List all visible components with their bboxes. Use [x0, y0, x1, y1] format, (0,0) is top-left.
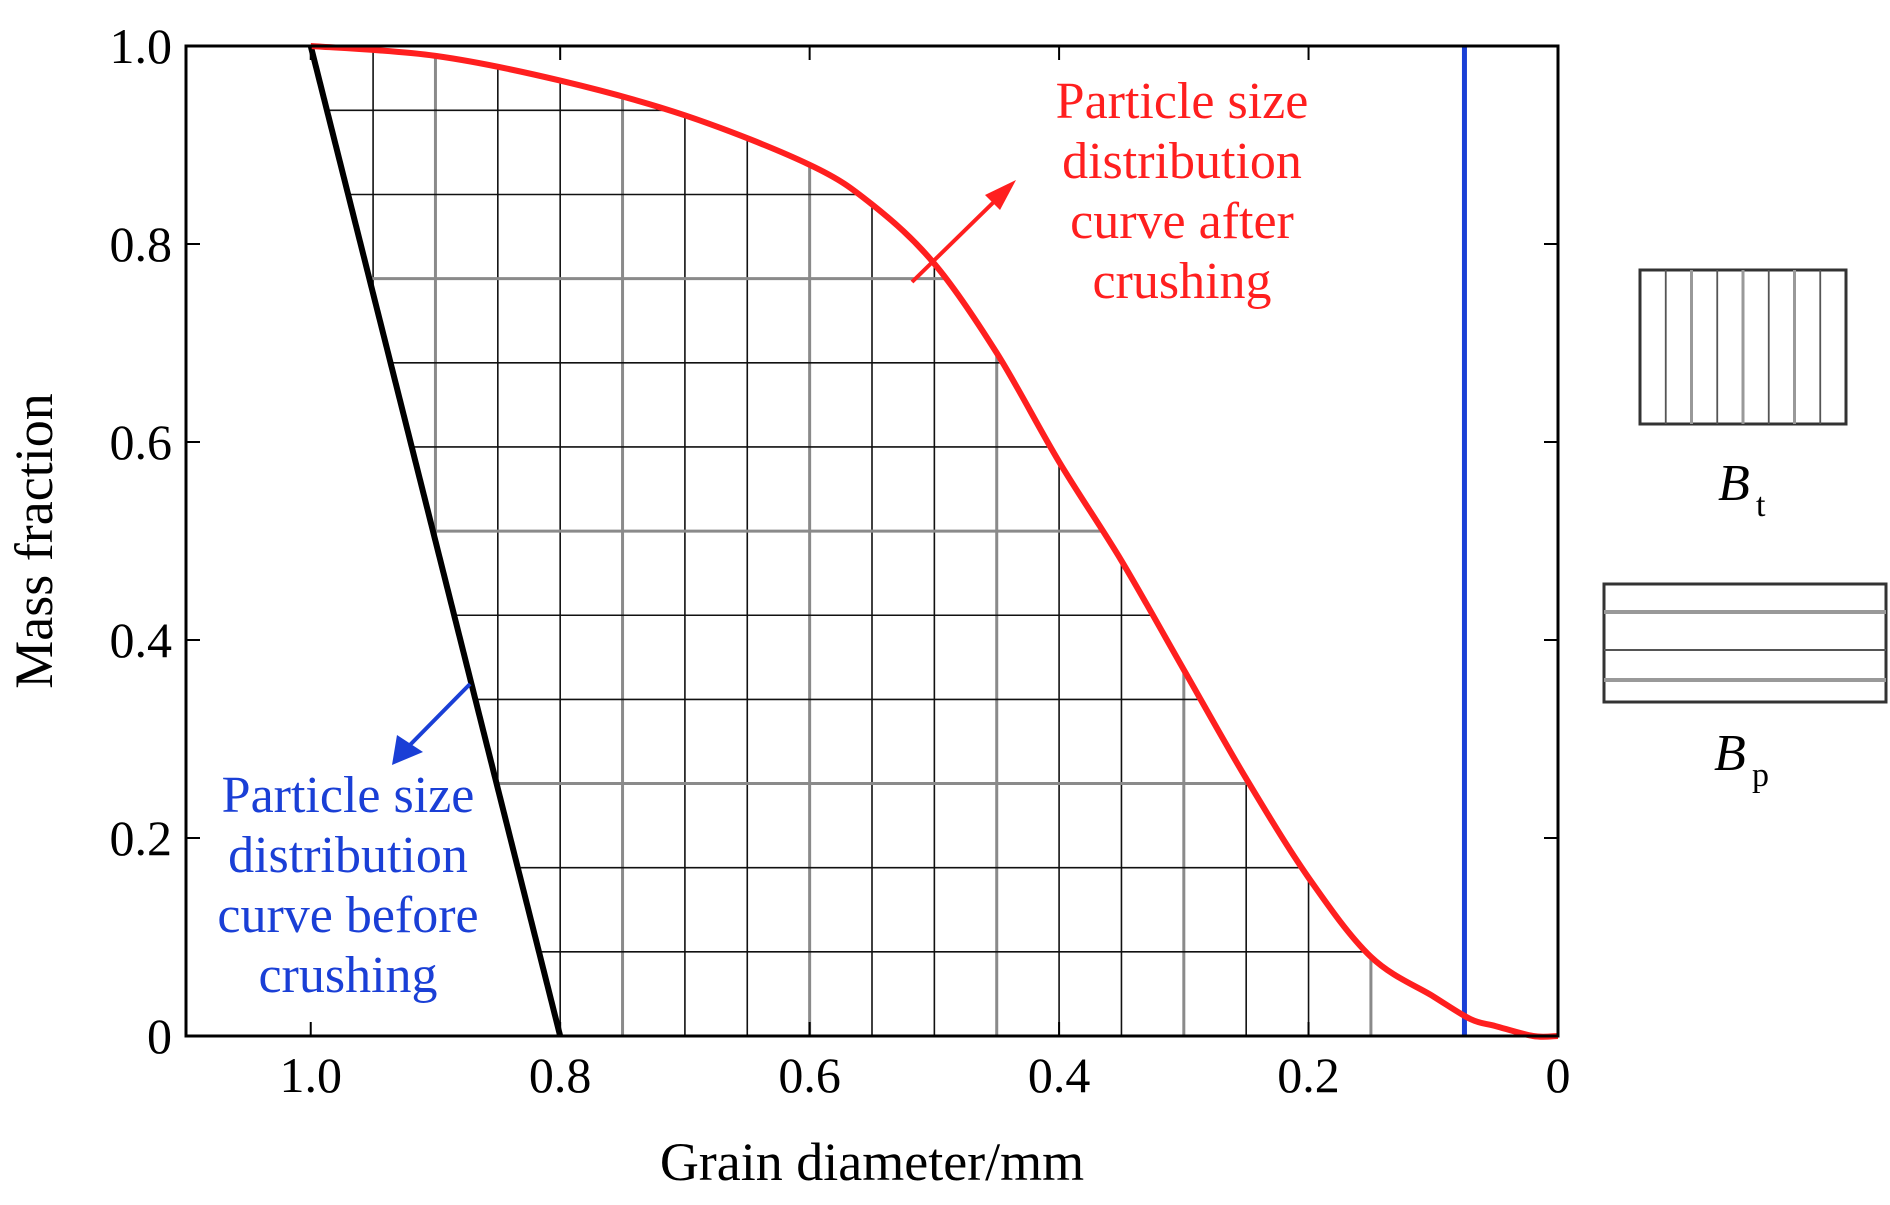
annotation-after-line: distribution [1062, 133, 1302, 190]
x-tick-label: 0.8 [529, 1047, 592, 1103]
y-tick-label: 0.2 [110, 810, 173, 866]
legend-subscript-bt: t [1756, 487, 1766, 524]
x-tick-label: 0.2 [1277, 1047, 1340, 1103]
annotation-before-arrow [403, 682, 472, 752]
y-tick-label: 0.6 [110, 414, 173, 470]
annotation-before-arrowhead [392, 735, 423, 765]
annotation-before-line: distribution [228, 827, 468, 884]
annotation-before-line: curve before [217, 887, 478, 944]
annotation-after-arrowhead [985, 180, 1016, 210]
x-tick-label: 0.4 [1028, 1047, 1091, 1103]
breakage-hatch-region [326, 50, 1373, 1036]
y-tick-label: 0.4 [110, 612, 173, 668]
annotation-after-line: crushing [1092, 253, 1271, 310]
legend-subscript-bp: p [1752, 757, 1769, 794]
y-axis-title: Mass fraction [4, 393, 64, 688]
series-line-before-crushing [307, 45, 564, 1037]
annotation-after-line: curve after [1070, 193, 1294, 250]
legend-label-bt: B [1718, 455, 1750, 512]
x-axis-title: Grain diameter/mm [660, 1132, 1084, 1192]
series-layer [307, 43, 1559, 1040]
y-tick-label: 1.0 [110, 18, 173, 74]
annotation-before-line: crushing [258, 947, 437, 1004]
plot-frame [184, 44, 1560, 1038]
x-tick-label: 1.0 [279, 1047, 342, 1103]
axis-ticks [186, 45, 1559, 1037]
annotation-after-line: Particle size [1056, 73, 1309, 130]
y-tick-label: 0.8 [110, 216, 173, 272]
legend-label-bp: B [1714, 725, 1746, 782]
annotation-after-arrow [910, 191, 1005, 284]
x-tick-label: 0.6 [778, 1047, 841, 1103]
x-tick-label: 0 [1546, 1047, 1571, 1103]
axis-tick-labels: 1.0 0.8 0.6 0.4 0.2 0 0 0.2 0.4 0.6 0.8 1.0 [110, 18, 1571, 1103]
legend-swatch-horizontal-hatch [1602, 582, 1888, 704]
series-line-after-crushing [310, 43, 1559, 1040]
annotation-before-line: Particle size [222, 767, 475, 824]
y-tick-label: 0 [147, 1008, 172, 1064]
